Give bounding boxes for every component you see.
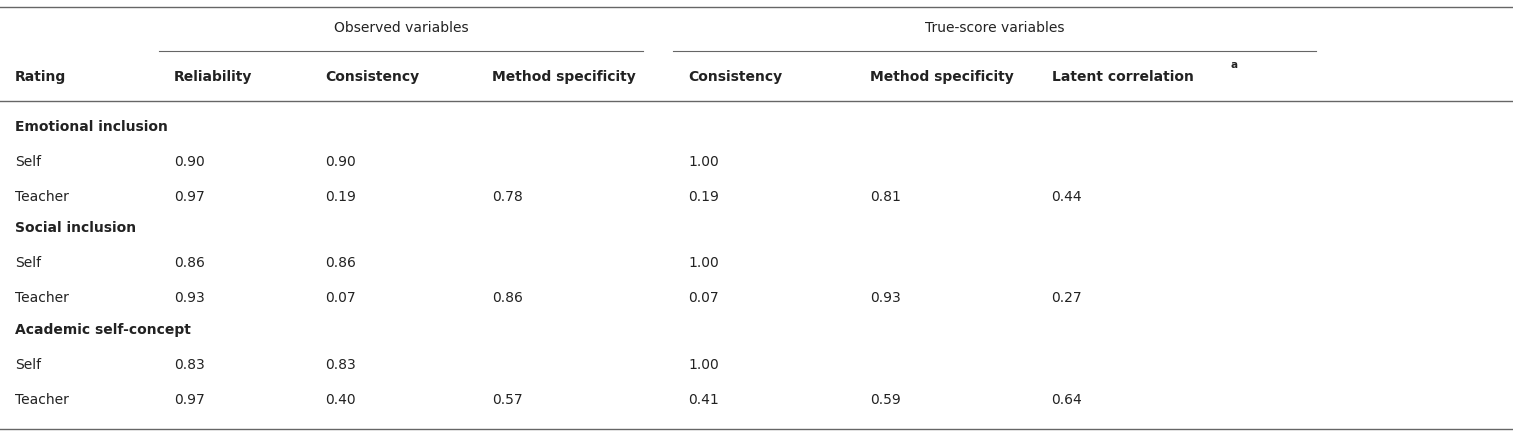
Text: 0.07: 0.07 (688, 290, 719, 304)
Text: 0.41: 0.41 (688, 392, 719, 406)
Text: Teacher: Teacher (15, 392, 70, 406)
Text: Self: Self (15, 155, 41, 169)
Text: 0.83: 0.83 (325, 357, 356, 371)
Text: 0.93: 0.93 (870, 290, 900, 304)
Text: 0.64: 0.64 (1052, 392, 1082, 406)
Text: Latent correlation: Latent correlation (1052, 70, 1194, 84)
Text: True-score variables: True-score variables (924, 21, 1065, 35)
Text: 0.90: 0.90 (174, 155, 204, 169)
Text: 0.19: 0.19 (688, 190, 719, 204)
Text: Consistency: Consistency (688, 70, 782, 84)
Text: 0.57: 0.57 (492, 392, 522, 406)
Text: 1.00: 1.00 (688, 255, 719, 269)
Text: 0.90: 0.90 (325, 155, 356, 169)
Text: Academic self-concept: Academic self-concept (15, 322, 191, 336)
Text: Emotional inclusion: Emotional inclusion (15, 120, 168, 134)
Text: Teacher: Teacher (15, 190, 70, 204)
Text: Method specificity: Method specificity (870, 70, 1014, 84)
Text: a: a (1230, 60, 1238, 70)
Text: 1.00: 1.00 (688, 357, 719, 371)
Text: 0.86: 0.86 (492, 290, 522, 304)
Text: 0.07: 0.07 (325, 290, 356, 304)
Text: 0.44: 0.44 (1052, 190, 1082, 204)
Text: Consistency: Consistency (325, 70, 419, 84)
Text: 0.86: 0.86 (325, 255, 356, 269)
Text: 0.78: 0.78 (492, 190, 522, 204)
Text: Self: Self (15, 357, 41, 371)
Text: 0.59: 0.59 (870, 392, 900, 406)
Text: 0.81: 0.81 (870, 190, 900, 204)
Text: 0.86: 0.86 (174, 255, 204, 269)
Text: Social inclusion: Social inclusion (15, 220, 136, 234)
Text: 0.97: 0.97 (174, 190, 204, 204)
Text: 0.83: 0.83 (174, 357, 204, 371)
Text: 0.97: 0.97 (174, 392, 204, 406)
Text: Observed variables: Observed variables (334, 21, 468, 35)
Text: 0.19: 0.19 (325, 190, 356, 204)
Text: Method specificity: Method specificity (492, 70, 635, 84)
Text: 1.00: 1.00 (688, 155, 719, 169)
Text: Teacher: Teacher (15, 290, 70, 304)
Text: 0.93: 0.93 (174, 290, 204, 304)
Text: 0.27: 0.27 (1052, 290, 1082, 304)
Text: Reliability: Reliability (174, 70, 253, 84)
Text: Self: Self (15, 255, 41, 269)
Text: Rating: Rating (15, 70, 67, 84)
Text: 0.40: 0.40 (325, 392, 356, 406)
